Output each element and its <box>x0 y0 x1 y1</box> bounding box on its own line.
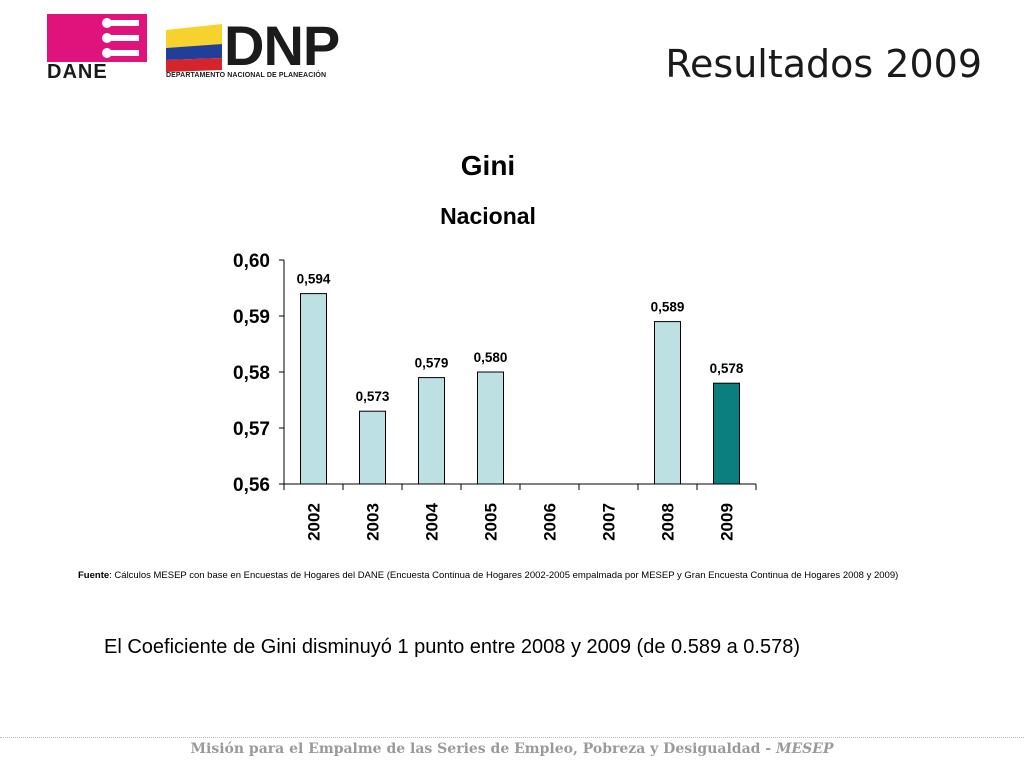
bar-2009 <box>713 382 740 485</box>
dane-logo-mark <box>47 14 147 62</box>
chart-title: Gini <box>460 150 516 181</box>
dane-logo-graphic <box>47 14 147 62</box>
source-label: Fuente <box>78 570 110 581</box>
data-label-2002: 0,594 <box>297 272 331 287</box>
bar-2002 <box>300 293 327 485</box>
data-label-2003: 0,573 <box>356 389 390 404</box>
y-tick-label: 0,59 <box>233 307 270 328</box>
source-note: Fuente: Cálculos MESEP con base en Encue… <box>78 570 898 581</box>
y-tick-label: 0,60 <box>233 251 270 272</box>
x-tick-label-2007: 2007 <box>600 503 619 541</box>
data-label-2005: 0,580 <box>474 350 508 365</box>
bar-2005 <box>477 371 504 485</box>
footer-acronym: MESEP <box>776 741 834 757</box>
dane-logo: DANE <box>47 14 147 83</box>
gini-bar-chart: 0,56 0,57 0,58 0,59 0,60 0,594 2002 0,573 2003 0,… <box>233 251 757 541</box>
bar-2004 <box>418 377 445 485</box>
source-text: : Cálculos MESEP con base en Encuestas d… <box>109 570 899 581</box>
y-tick-label: 0,56 <box>233 475 270 496</box>
chart-subtitle: Nacional <box>440 203 536 229</box>
x-tick-label-2002: 2002 <box>305 503 324 541</box>
footer-mission-text: Misión para el Empalme de las Series de … <box>190 741 776 757</box>
footer-text: Misión para el Empalme de las Series de … <box>0 741 1024 757</box>
footer-divider <box>0 737 1024 738</box>
dnp-logo-text: DNP <box>224 14 340 77</box>
y-tick-label: 0,57 <box>233 419 270 440</box>
conclusion-text: El Coeficiente de Gini disminuyó 1 punto… <box>104 636 801 658</box>
data-label-2009: 0,578 <box>710 361 744 376</box>
dane-logo-text: DANE <box>47 61 108 83</box>
bar-2008 <box>654 321 681 485</box>
x-tick-label-2005: 2005 <box>482 503 501 541</box>
x-tick-label-2009: 2009 <box>718 503 737 541</box>
bar-2003 <box>359 410 386 485</box>
x-tick-label-2006: 2006 <box>541 503 560 541</box>
data-label-2004: 0,579 <box>415 356 449 371</box>
colombia-flag-icon <box>166 24 222 72</box>
x-tick-label-2004: 2004 <box>423 503 442 541</box>
x-tick-label-2008: 2008 <box>659 503 678 541</box>
x-tick-label-2003: 2003 <box>364 503 383 541</box>
dnp-logo-subtitle: DEPARTAMENTO NACIONAL DE PLANEACIÓN <box>166 72 327 79</box>
y-tick-label: 0,58 <box>233 363 270 384</box>
chart-plot-area: 0,56 0,57 0,58 0,59 0,60 0,594 2002 0,573 2003 0,… <box>233 251 757 541</box>
page-title: Resultados 2009 <box>665 42 982 86</box>
data-label-2008: 0,589 <box>651 300 685 315</box>
dnp-logo: DNP DEPARTAMENTO NACIONAL DE PLANEACIÓN <box>166 16 358 82</box>
